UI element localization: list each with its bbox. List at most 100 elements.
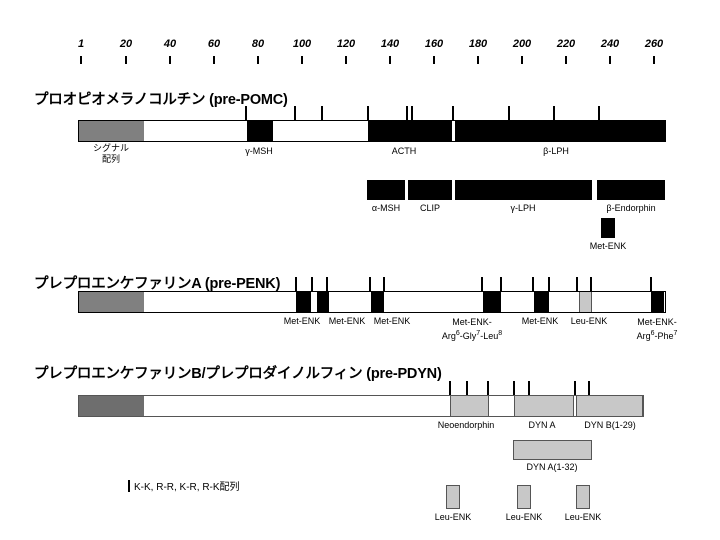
cleavage-tick <box>588 381 590 395</box>
section-title-pomc: プロオピオメラノコルチン (pre-POMC) <box>34 92 288 108</box>
peptide-label-line1: Met-ENK- <box>637 317 677 327</box>
ruler-label: 60 <box>207 38 221 50</box>
ruler-label: 260 <box>644 38 664 50</box>
signal-label-line2: 配列 <box>101 154 121 164</box>
bar-label-gamma-msh: γ-MSH <box>245 146 273 156</box>
ruler-tick <box>389 56 391 64</box>
peptide-label-neoendorphin: Neoendorphin <box>437 420 495 430</box>
peptide-label-met-enk-arg-gly-leu: Met-ENK- Arg6-Gly7-Leu8 <box>442 316 502 342</box>
scale-ruler: 1 20 40 60 80 100 120 140 160 180 200 22… <box>0 0 720 70</box>
ruler-label: 220 <box>556 38 576 50</box>
fragment-alpha-msh <box>367 180 405 200</box>
peptide-label-dyn-b: DYN B(1-29) <box>584 420 636 430</box>
met-enk-segment-4 <box>534 292 549 312</box>
cleavage-tick <box>383 277 385 291</box>
met-enk-segment-2 <box>317 292 329 312</box>
protein-bar-pdyn <box>78 395 644 417</box>
ruler-tick <box>213 56 215 64</box>
ruler-label: 80 <box>251 38 265 50</box>
section-title-pdyn: プレプロエンケファリンB/プレプロダイノルフィン (pre-PDYN) <box>34 366 442 382</box>
fragment-gamma-lph <box>455 180 592 200</box>
fragment-leu-enk-3 <box>576 485 590 509</box>
ruler-tick <box>169 56 171 64</box>
cleavage-tick <box>321 106 323 120</box>
ruler-tick <box>433 56 435 64</box>
signal-sequence-segment <box>79 396 144 416</box>
gamma-msh-segment <box>247 121 273 141</box>
cleavage-tick <box>590 277 592 291</box>
peptide-label-met-enk-4: Met-ENK <box>521 316 559 326</box>
peptide-label-dyn-a: DYN A <box>528 420 556 430</box>
cleavage-tick <box>500 277 502 291</box>
cleavage-tick <box>487 381 489 395</box>
legend-label: K-K, R-R, K-R, R-K配列 <box>134 482 240 493</box>
ruler-label: 180 <box>468 38 488 50</box>
ruler-tick <box>609 56 611 64</box>
cleavage-tick <box>576 277 578 291</box>
beta-lph-segment <box>455 121 665 141</box>
cleavage-tick <box>508 106 510 120</box>
fragment-label-clip: CLIP <box>419 203 441 213</box>
fragment-dyn-a-1-32 <box>513 440 592 460</box>
signal-sequence-segment <box>79 292 144 312</box>
neoendorphin-segment <box>450 396 489 416</box>
fragment-clip <box>408 180 452 200</box>
met-enk-segment-3 <box>371 292 384 312</box>
cleavage-tick <box>574 381 576 395</box>
cleavage-tick <box>532 277 534 291</box>
fragment-leu-enk-2 <box>517 485 531 509</box>
cleavage-tick <box>411 106 413 120</box>
ruler-tick <box>345 56 347 64</box>
ruler-label: 240 <box>600 38 620 50</box>
fragment-label-met-enk: Met-ENK <box>589 241 627 251</box>
dyn-a-segment <box>514 396 574 416</box>
ruler-tick <box>257 56 259 64</box>
cleavage-tick <box>598 106 600 120</box>
cleavage-tick <box>367 106 369 120</box>
ruler-tick <box>477 56 479 64</box>
signal-sequence-segment <box>79 121 144 141</box>
fragment-met-enk <box>601 218 615 238</box>
cleavage-tick <box>311 277 313 291</box>
cleavage-site-icon <box>128 479 130 492</box>
peptide-label-line2: Arg6-Gly7-Leu8 <box>441 330 503 341</box>
peptide-label-line2: Arg6-Phe7 <box>636 330 678 341</box>
cleavage-tick <box>452 106 454 120</box>
peptide-label-met-enk-3: Met-ENK <box>373 316 411 326</box>
ruler-label: 100 <box>292 38 312 50</box>
ruler-label: 20 <box>119 38 133 50</box>
cleavage-tick <box>553 106 555 120</box>
protein-bar-penk <box>78 291 666 313</box>
ruler-tick <box>565 56 567 64</box>
ruler-label: 120 <box>336 38 356 50</box>
cleavage-tick <box>650 277 652 291</box>
cleavage-tick <box>369 277 371 291</box>
ruler-tick <box>653 56 655 64</box>
peptide-label-met-enk-1: Met-ENK <box>283 316 321 326</box>
fragment-label-beta-endorphin: β-Endorphin <box>606 203 656 213</box>
cleavage-tick <box>295 277 297 291</box>
dyn-b-segment <box>576 396 643 416</box>
fragment-leu-enk-1 <box>446 485 460 509</box>
ruler-label: 160 <box>424 38 444 50</box>
bar-label-beta-lph: β-LPH <box>543 146 569 156</box>
ruler-tick <box>80 56 82 64</box>
fragment-label-leu-enk-1: Leu-ENK <box>434 512 472 522</box>
cleavage-tick <box>326 277 328 291</box>
met-enk-arg-phe-segment <box>651 292 664 312</box>
cleavage-tick <box>245 106 247 120</box>
ruler-tick <box>125 56 127 64</box>
cleavage-tick <box>294 106 296 120</box>
cleavage-tick <box>548 277 550 291</box>
fragment-label-gamma-lph: γ-LPH <box>510 203 536 213</box>
fragment-label-alpha-msh: α-MSH <box>371 203 401 213</box>
legend: K-K, R-R, K-R, R-K配列 <box>128 478 240 493</box>
peptide-label-met-enk-arg-phe: Met-ENK- Arg6-Phe7 <box>637 316 678 342</box>
signal-label-line1: シグナル <box>92 143 130 153</box>
peptide-label-line1: Met-ENK- <box>452 317 492 327</box>
met-enk-arg-gly-leu-segment <box>483 292 501 312</box>
fragment-label-leu-enk-2: Leu-ENK <box>505 512 543 522</box>
acth-segment <box>368 121 452 141</box>
cleavage-tick <box>406 106 408 120</box>
peptide-label-met-enk-2: Met-ENK <box>328 316 366 326</box>
